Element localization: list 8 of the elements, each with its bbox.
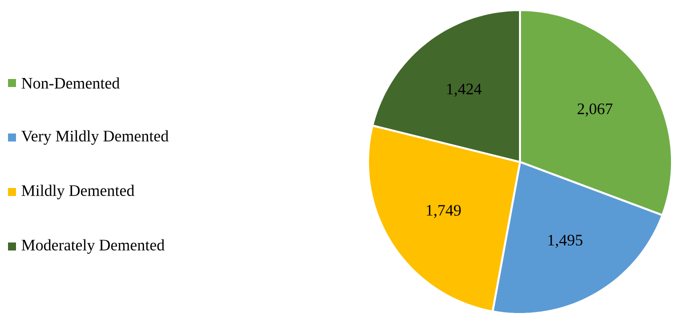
data-label: 1,495	[548, 234, 582, 248]
data-label: 2,067	[578, 103, 612, 117]
data-label: 1,749	[426, 204, 461, 218]
legend-label: Mildly Demented	[22, 184, 134, 200]
data-label: 1,424	[447, 84, 482, 97]
legend-label: Very Mildly Demented	[21, 130, 169, 145]
legend-label: Non-Demented	[22, 77, 120, 89]
legend-label: Moderately Demented	[22, 239, 165, 254]
